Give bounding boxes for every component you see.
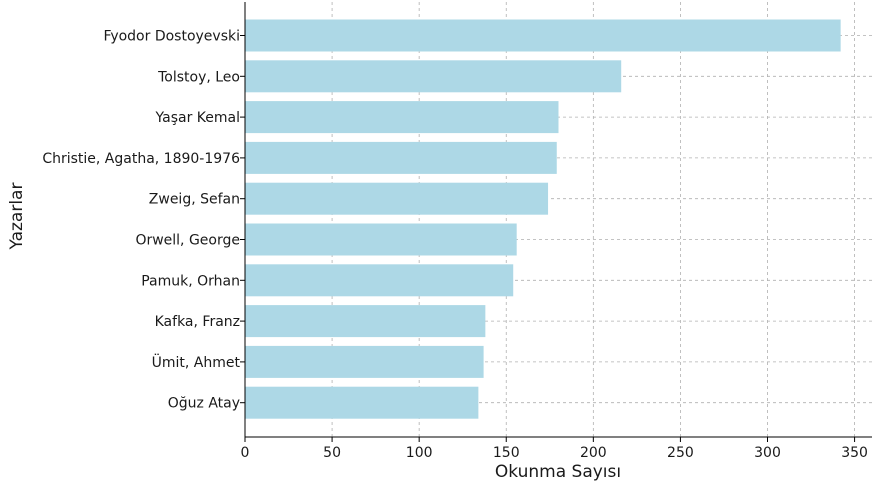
bar-4 bbox=[245, 182, 549, 215]
x-tick-label-7: 350 bbox=[841, 445, 868, 461]
x-tick-label-5: 250 bbox=[667, 445, 694, 461]
x-tick-label-0: 0 bbox=[241, 445, 250, 461]
axes-layer bbox=[240, 2, 872, 442]
x-tick-label-3: 150 bbox=[493, 445, 520, 461]
y-tick-label-4: Zweig, Sefan bbox=[149, 192, 240, 208]
bar-0 bbox=[245, 19, 841, 52]
labels-layer: 0 50 100 150 200 250 300 350 Fyodor Dostoyevski T… bbox=[42, 29, 868, 462]
bar-3 bbox=[245, 141, 557, 174]
y-axis-title: Yazarlar bbox=[7, 183, 27, 251]
y-tick-label-5: Orwell, George bbox=[135, 233, 240, 249]
bar-5 bbox=[245, 223, 517, 256]
bar-6 bbox=[245, 264, 514, 297]
bar-1 bbox=[245, 60, 622, 93]
x-tick-label-6: 300 bbox=[754, 445, 781, 461]
bar-8 bbox=[245, 345, 484, 378]
bar-2 bbox=[245, 101, 559, 134]
y-tick-label-3: Christie, Agatha, 1890-1976 bbox=[42, 151, 240, 167]
x-tick-label-1: 50 bbox=[323, 445, 341, 461]
y-tick-label-2: Yaşar Kemal bbox=[155, 110, 241, 126]
y-tick-label-1: Tolstoy, Leo bbox=[157, 69, 240, 85]
bar-9 bbox=[245, 386, 479, 419]
x-tick-label-2: 100 bbox=[406, 445, 433, 461]
y-tick-label-6: Pamuk, Orhan bbox=[141, 273, 240, 289]
bar-7 bbox=[245, 305, 486, 338]
x-axis-title: Okunma Sayısı bbox=[495, 462, 621, 482]
bars-layer bbox=[245, 19, 841, 419]
y-tick-label-0: Fyodor Dostoyevski bbox=[104, 29, 240, 45]
y-tick-label-7: Kafka, Franz bbox=[155, 314, 240, 330]
y-tick-label-9: Oğuz Atay bbox=[168, 396, 240, 412]
y-tick-label-8: Ümit, Ahmet bbox=[152, 353, 241, 371]
x-tick-label-4: 200 bbox=[580, 445, 607, 461]
